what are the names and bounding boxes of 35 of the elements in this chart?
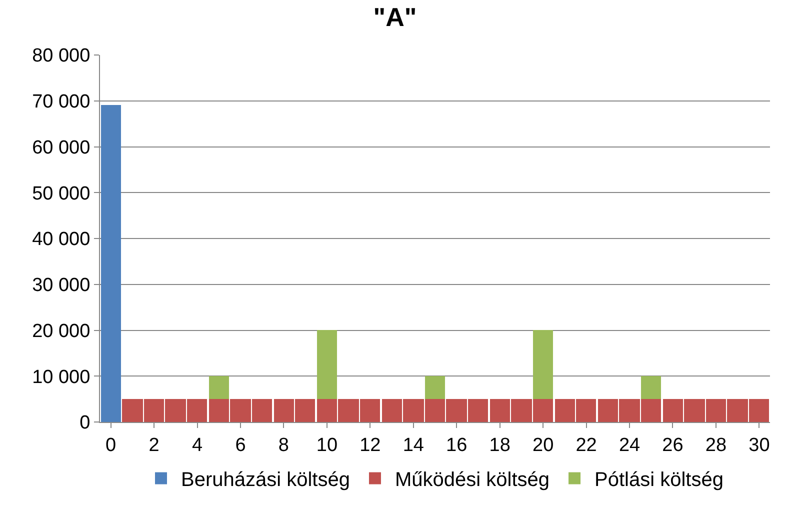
bar (101, 105, 121, 422)
bar (533, 330, 553, 399)
legend-label: Működési költség (394, 469, 550, 491)
chart-title: "A" (373, 2, 417, 32)
x-tick-label: 22 (576, 434, 597, 456)
y-tick-label: 40 000 (32, 229, 90, 250)
x-tick-label: 10 (316, 434, 338, 456)
bar (317, 330, 337, 399)
x-tick-label: 0 (106, 434, 116, 456)
x-tick-label: 16 (446, 434, 468, 456)
y-tick-label: 30 000 (32, 275, 90, 296)
x-tick-label: 14 (402, 434, 424, 456)
legend-label: Pótlási költség (594, 469, 724, 491)
x-tick-label: 20 (532, 434, 554, 456)
x-tick-label: 26 (662, 434, 684, 456)
y-tick-label: 20 000 (32, 320, 90, 342)
bar (641, 376, 661, 399)
y-tick-label: 10 000 (32, 366, 90, 388)
y-tick-label: 70 000 (32, 92, 90, 113)
x-tick-label: 12 (360, 434, 381, 456)
x-tick-label: 6 (235, 434, 246, 456)
x-tick-label: 24 (618, 434, 641, 456)
x-tick-label: 2 (148, 434, 160, 456)
x-tick-label: 30 (748, 434, 770, 456)
y-tick-label: 80 000 (32, 46, 90, 67)
x-tick-label: 18 (489, 434, 510, 456)
bar (425, 376, 445, 399)
x-tick-label: 8 (278, 434, 289, 456)
x-tick-label: 4 (192, 434, 203, 456)
y-tick-label: 50 000 (32, 183, 90, 204)
bar (209, 376, 229, 399)
y-tick-label: 0 (80, 412, 90, 434)
x-tick-label: 28 (705, 434, 727, 456)
legend-label: Beruházási költség (181, 469, 350, 491)
y-tick-label: 60 000 (32, 137, 90, 158)
